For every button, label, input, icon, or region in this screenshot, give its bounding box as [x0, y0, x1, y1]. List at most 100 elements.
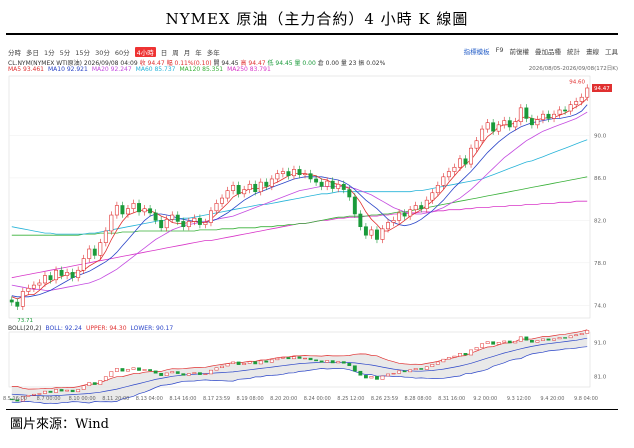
x-tick-label: 9.3 12:00	[507, 396, 531, 402]
x-tick-label: 9.2 00:00	[473, 396, 497, 402]
candle-body	[214, 203, 219, 212]
boll-candle	[286, 357, 291, 360]
boll-candle	[264, 360, 269, 363]
boll-tick-label: 81.0	[594, 375, 607, 381]
boll-candle	[452, 355, 457, 358]
period-tab[interactable]: 月	[183, 49, 191, 57]
candle-body	[413, 205, 418, 211]
candle-body	[469, 147, 473, 165]
boll-candle	[81, 385, 86, 390]
candle-body	[297, 169, 302, 176]
period-tab[interactable]: 60分	[114, 49, 130, 57]
boll-candle	[491, 341, 496, 345]
boll-legend: BOLL(20,2) BOLL: 92.24 UPPER: 94.30 LOWER: …	[8, 325, 177, 332]
candle-body	[20, 291, 25, 307]
boll-candle	[37, 393, 42, 395]
period-tab[interactable]: 周	[172, 49, 179, 57]
boll-candle	[231, 361, 236, 364]
candle-body	[386, 222, 390, 230]
boll-band	[11, 329, 588, 404]
candle-body	[524, 107, 529, 119]
boll-lower	[11, 346, 588, 404]
boll-candle	[209, 369, 213, 375]
boll-candle	[369, 376, 374, 379]
boll-candle	[31, 393, 36, 396]
tool-item[interactable]: 疊加品種	[535, 48, 561, 56]
boll-candle	[485, 341, 490, 344]
tool-item[interactable]: 統計	[567, 48, 580, 56]
boll-candle	[269, 359, 274, 363]
boll-candle	[469, 349, 473, 356]
candle-body	[153, 212, 158, 221]
boll-candle	[386, 373, 390, 377]
period-tab[interactable]: 分時	[8, 49, 21, 57]
boll-candle	[408, 369, 413, 373]
candle-body	[236, 185, 241, 195]
boll-candle	[220, 365, 224, 368]
x-tick-label: 9.8 04:00	[574, 396, 598, 402]
candle-body	[363, 226, 368, 236]
candle-body	[37, 282, 42, 286]
candle-body	[419, 205, 424, 209]
boll-candle	[585, 330, 590, 334]
candle-body	[513, 121, 518, 128]
boll-candle	[164, 372, 169, 376]
candle-body	[585, 87, 590, 98]
period-tab[interactable]: 30分	[95, 49, 110, 57]
candle-body	[275, 173, 280, 180]
boll-candle	[103, 376, 108, 381]
candle-body	[15, 301, 20, 307]
candle-body	[54, 269, 58, 281]
period-tab[interactable]: 15分	[75, 49, 91, 57]
tool-item[interactable]: 工具	[605, 48, 618, 56]
boll-candle	[54, 389, 58, 393]
period-tab[interactable]: 1分	[44, 49, 55, 57]
candle-body	[358, 213, 363, 228]
boll-candle	[529, 340, 534, 343]
boll-candle	[170, 371, 175, 374]
tool-item[interactable]: 畫線	[586, 48, 599, 56]
candle-body	[197, 217, 202, 225]
y-tick-label: 94.47	[594, 86, 610, 92]
tool-item[interactable]: F9	[495, 46, 504, 54]
boll-candle	[114, 368, 119, 372]
period-tab[interactable]: 多日	[26, 49, 39, 57]
candle-body	[258, 181, 263, 192]
x-tick-label: 8.17 23:59	[203, 396, 230, 402]
period-tab[interactable]: 4小時	[134, 47, 156, 57]
ma-legend-item: MA10 92.921	[48, 66, 88, 73]
candle-body	[452, 166, 457, 172]
candle-body	[114, 205, 119, 216]
candle-body	[552, 113, 556, 119]
boll-candle	[325, 360, 330, 363]
candle-body	[435, 185, 440, 194]
candle-body	[203, 222, 208, 225]
ma120-line	[11, 176, 588, 236]
period-tab[interactable]: 日	[160, 49, 168, 57]
boll-candle	[142, 369, 147, 371]
boll-candle	[574, 334, 579, 337]
candle-body	[43, 275, 47, 284]
period-tab[interactable]: 多年	[206, 49, 220, 57]
boll-candle	[181, 373, 186, 376]
boll-candle	[214, 367, 219, 371]
period-tab[interactable]: 5分	[59, 49, 71, 57]
candle-body	[579, 96, 584, 102]
low-label: 73.71	[17, 318, 33, 324]
tool-item[interactable]: 前復權	[509, 48, 530, 56]
period-tab[interactable]: 年	[195, 49, 202, 57]
ma10-line	[11, 104, 588, 298]
boll-candle	[120, 368, 125, 372]
y-tick-label: 86.0	[594, 176, 607, 182]
candle-body	[26, 287, 31, 292]
tool-item[interactable]: 指標模板	[463, 48, 490, 56]
candle-body	[192, 217, 197, 222]
boll-candle	[380, 375, 385, 380]
candle-body	[325, 180, 330, 187]
boll-candle	[319, 360, 324, 363]
candle-body	[375, 229, 379, 240]
boll-candle	[358, 370, 363, 376]
boll-candle	[430, 364, 435, 367]
ma60-line	[11, 139, 588, 235]
candle-body	[341, 183, 346, 190]
